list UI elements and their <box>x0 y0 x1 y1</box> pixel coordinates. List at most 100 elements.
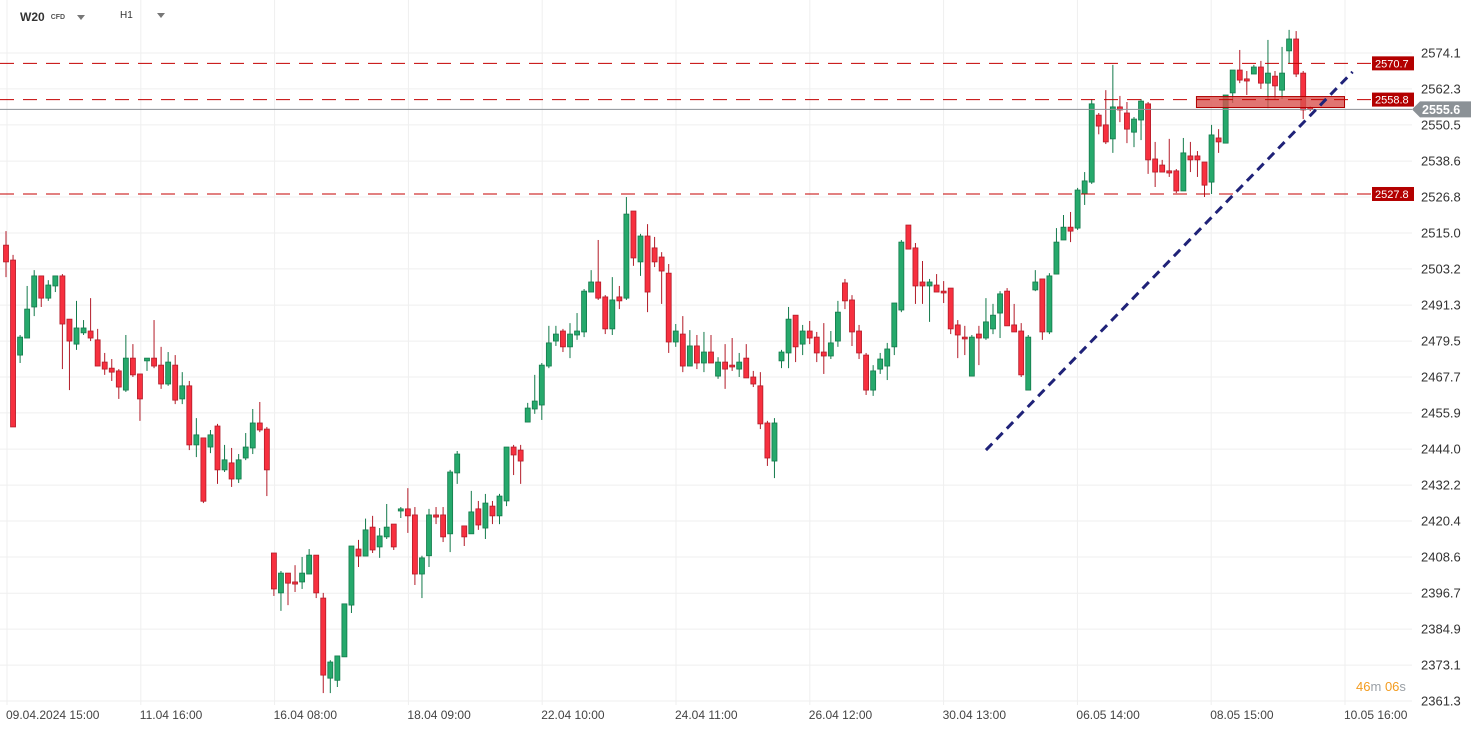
candle-bullish <box>736 352 743 377</box>
price-tick-label: 2444.0 <box>1421 442 1461 457</box>
candle-body <box>1046 275 1053 333</box>
candle-bearish <box>263 426 270 497</box>
candle-bullish <box>482 493 489 539</box>
candle-body <box>179 385 186 400</box>
candle-bearish <box>602 295 609 335</box>
candle-bullish <box>1131 116 1137 148</box>
candle-body <box>101 361 108 370</box>
candle-bearish <box>630 210 637 266</box>
candle-body <box>17 336 24 356</box>
candle-bullish <box>778 349 785 369</box>
candle-bearish <box>1236 49 1243 84</box>
candle-body <box>1194 155 1201 161</box>
candle-body <box>835 311 841 342</box>
level-price-badge <box>1372 56 1414 71</box>
candle-body <box>926 281 933 287</box>
candle-body <box>66 318 73 342</box>
support-zone-rectangle[interactable] <box>1195 96 1345 109</box>
candle-body <box>73 327 80 345</box>
candle-bullish <box>348 545 355 613</box>
drawings[interactable]: 2570.7 2558.8 2527.8 <box>0 56 1414 452</box>
candle-bullish <box>771 418 778 479</box>
candle-body <box>278 572 284 594</box>
candle-body <box>263 428 270 471</box>
candle-body <box>151 357 157 367</box>
candle-bullish <box>426 508 432 568</box>
candle-body <box>461 525 468 538</box>
candle-body <box>581 290 587 333</box>
candle-body <box>933 284 940 293</box>
candle-bearish <box>517 444 524 484</box>
candle-bearish <box>940 281 947 304</box>
candle-body <box>884 348 891 367</box>
candle-body <box>778 351 785 362</box>
candle-body <box>355 548 362 557</box>
candle-body <box>905 224 912 250</box>
candle-body <box>651 247 658 263</box>
candle-body <box>1201 161 1208 186</box>
candle-body <box>827 342 834 357</box>
candle-body <box>912 247 919 287</box>
candle-bearish <box>750 370 757 388</box>
candle-bearish <box>320 592 327 694</box>
candle-bullish <box>221 444 228 473</box>
time-tick-label: 08.05 15:00 <box>1210 708 1274 722</box>
candle-body <box>940 290 947 294</box>
candle-bearish <box>390 523 397 550</box>
candle-body <box>1124 112 1130 130</box>
candle-bullish <box>1032 270 1039 292</box>
candle-body <box>637 235 644 263</box>
candle-bearish <box>729 338 736 371</box>
candle-body <box>404 508 411 517</box>
candle-bullish <box>468 490 475 535</box>
candle-body <box>560 330 566 348</box>
candle-bearish <box>59 274 66 370</box>
candle-bearish <box>856 324 862 360</box>
candle-body <box>200 437 207 502</box>
candle-bearish <box>806 320 813 345</box>
candle-bearish <box>172 355 179 405</box>
candle-bullish <box>524 402 531 423</box>
price-axis[interactable]: 2574.1 2562.3 2550.5 2538.6 2526.8 2515.0 2503… <box>1412 46 1471 709</box>
candle-bullish <box>835 300 841 347</box>
candle-bullish <box>45 280 52 301</box>
candle-body <box>1039 278 1046 333</box>
candle-bearish <box>1293 31 1300 78</box>
candle-body <box>468 511 475 535</box>
candle-body <box>242 446 249 459</box>
candle-body <box>3 244 9 263</box>
candle-body <box>997 293 1003 314</box>
candle-body <box>976 333 982 339</box>
time-tick-label: 18.04 09:00 <box>407 708 471 722</box>
symbol-selector[interactable]: W20 CFD <box>20 10 86 24</box>
candle-body <box>574 330 580 336</box>
candle-body <box>1258 66 1264 84</box>
candle-body <box>743 357 750 379</box>
candle-body <box>433 514 439 518</box>
trend-line[interactable] <box>984 70 1354 452</box>
candle-body <box>870 370 877 391</box>
candle-bearish <box>764 420 771 466</box>
candle-bullish <box>553 325 559 346</box>
candle-body <box>24 308 31 339</box>
candle-bearish <box>708 334 714 364</box>
candle-bullish <box>179 372 186 405</box>
time-axis[interactable]: 09.04.2024 15:00 11.04 16:00 16.04 08:00 18… <box>6 708 1408 722</box>
candle-body <box>10 259 16 428</box>
candle-body <box>320 597 327 676</box>
candle-bullish <box>1060 215 1067 241</box>
candle-body <box>419 557 425 575</box>
candle-body <box>813 336 820 354</box>
timeframe-selector[interactable]: H1 <box>120 10 165 21</box>
candle-bearish <box>285 572 291 606</box>
candle-body <box>658 256 665 272</box>
candle-bullish <box>701 331 707 373</box>
candle-bearish <box>292 565 298 592</box>
candle-bearish <box>101 352 108 375</box>
price-tick-label: 2396.7 <box>1421 586 1461 601</box>
candle-bearish <box>475 500 482 530</box>
level-price-label: 2558.8 <box>1375 95 1409 107</box>
candle-bearish <box>129 344 136 377</box>
candle-body <box>1074 189 1081 229</box>
